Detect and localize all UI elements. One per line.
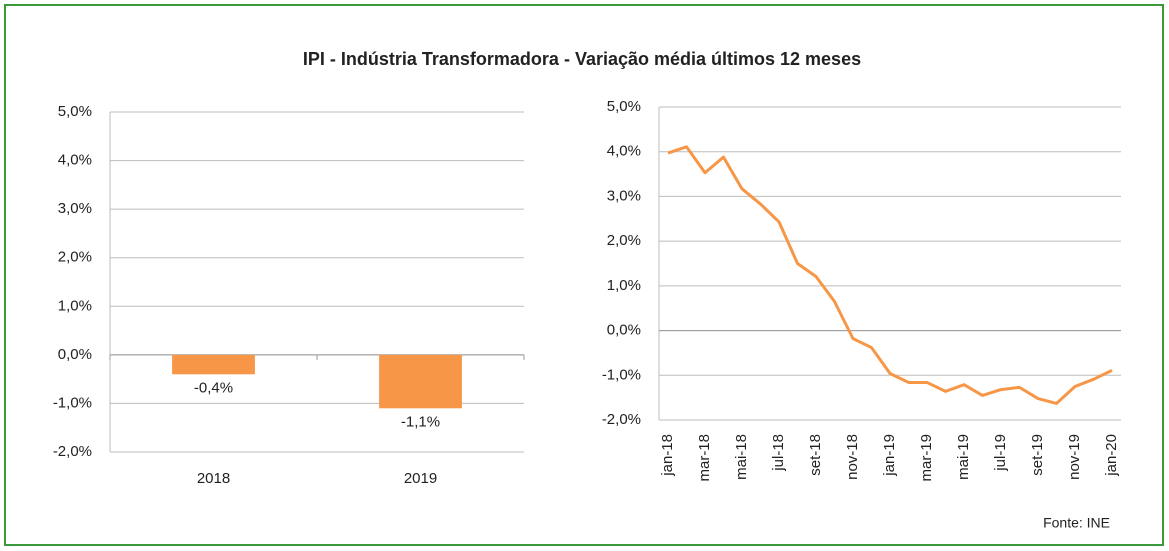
y-tick-label: 3,0%	[58, 200, 92, 217]
x-tick-label: mai-19	[955, 434, 972, 480]
data-label: -1,1%	[401, 413, 440, 430]
line-series	[667, 145, 1113, 405]
y-tick-label: 4,0%	[58, 152, 92, 169]
y-tick-label: -1,0%	[602, 366, 641, 383]
y-tick-label: 2,0%	[607, 232, 641, 249]
x-tick-label: nov-19	[1066, 434, 1083, 480]
x-tick-label: 2019	[404, 470, 437, 487]
x-tick-label: jan-18	[659, 434, 676, 477]
x-tick-label: jan-20	[1103, 434, 1120, 477]
y-tick-label: -2,0%	[53, 443, 92, 460]
chart-title: IPI - Indústria Transformadora - Variaçã…	[303, 49, 861, 69]
x-tick-label: mar-18	[696, 434, 713, 482]
y-tick-label: 5,0%	[58, 103, 92, 120]
frame	[4, 4, 1164, 546]
x-tick-label: mai-18	[733, 434, 750, 480]
x-tick-label: jan-19	[881, 434, 898, 477]
y-tick-label: -1,0%	[53, 394, 92, 411]
bar	[172, 354, 255, 375]
x-tick-label: 2018	[197, 470, 230, 487]
y-tick-label: 2,0%	[58, 249, 92, 266]
y-tick-label: 4,0%	[607, 143, 641, 160]
x-tick-label: set-18	[807, 434, 824, 476]
source: Fonte: INE	[1043, 515, 1110, 531]
x-tick-label: set-19	[1029, 434, 1046, 476]
x-tick-label: mar-19	[918, 434, 935, 482]
y-tick-label: 5,0%	[607, 98, 641, 115]
y-tick-label: 1,0%	[58, 297, 92, 314]
y-tick-label: 1,0%	[607, 277, 641, 294]
y-tick-label: -2,0%	[602, 411, 641, 428]
bar	[379, 354, 462, 409]
y-tick-label: 3,0%	[607, 187, 641, 204]
x-tick-label: jul-19	[992, 434, 1009, 472]
x-tick-label: nov-18	[844, 434, 861, 480]
y-tick-label: 0,0%	[58, 346, 92, 363]
data-label: -0,4%	[194, 379, 233, 396]
y-tick-label: 0,0%	[607, 322, 641, 339]
x-tick-label: jul-18	[770, 434, 787, 472]
